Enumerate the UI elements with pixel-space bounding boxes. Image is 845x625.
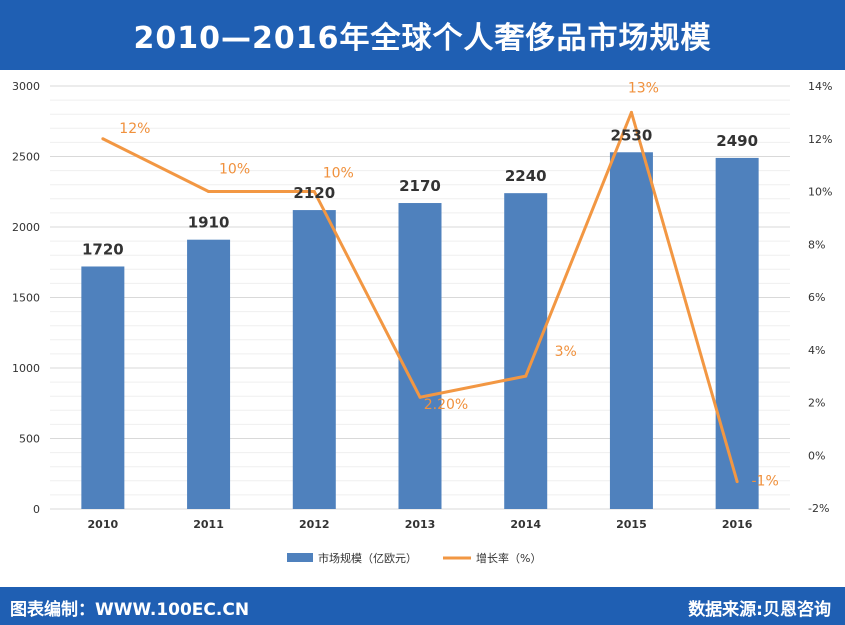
footer-credit: 图表编制：WWW.100EC.CN	[10, 600, 250, 620]
bar	[504, 193, 548, 509]
y-left-tick-label: 2000	[12, 221, 40, 234]
y-left-tick-label: 0	[33, 503, 40, 516]
bar	[609, 152, 653, 509]
y-right-tick-label: 8%	[808, 238, 825, 251]
bar	[398, 203, 442, 509]
y-right-tick-label: -2%	[808, 502, 829, 515]
axis-layer: 0 500 1000 1500 2000 2500 3000 -2% 0% 2% 4% 6% 8% 10%…	[12, 80, 832, 531]
bar-data-label: 2530	[611, 126, 653, 144]
bar	[292, 210, 336, 509]
line-point	[524, 374, 528, 378]
y-left-tick-label: 2500	[12, 151, 40, 164]
line-data-label: 12%	[119, 121, 150, 137]
line-data-label: 13%	[628, 80, 659, 96]
footer: 图表编制：WWW.100EC.CN 数据来源:贝恩咨询	[0, 587, 845, 625]
x-tick-label: 2013	[405, 518, 436, 531]
bar-data-label: 1720	[82, 240, 124, 258]
bar-data-label: 2170	[399, 177, 441, 195]
y-right-tick-label: 12%	[808, 133, 832, 146]
chart-svg: 1720 1910 2120 2170 2240 2530 2490 12% 10% 10% 2.2…	[12, 80, 832, 565]
y-left-tick-label: 1500	[12, 292, 40, 305]
y-left-tick-label: 500	[19, 433, 40, 446]
x-tick-label: 2010	[88, 518, 119, 531]
legend-label-bar: 市场规模（亿欧元）	[318, 551, 417, 565]
line-point	[101, 137, 105, 141]
x-tick-label: 2015	[616, 518, 647, 531]
y-left-tick-label: 1000	[12, 362, 40, 375]
legend-label-line: 增长率（%）	[476, 551, 541, 565]
footer-source: 数据来源:贝恩咨询	[688, 600, 831, 620]
y-right-tick-label: 2%	[808, 397, 825, 410]
line-data-label: 2.20%	[424, 397, 468, 413]
bar-data-label: 2490	[716, 132, 758, 150]
label-layer: 1720 1910 2120 2170 2240 2530 2490 12% 10% 10% 2.2…	[82, 80, 779, 489]
x-tick-label: 2014	[510, 518, 541, 531]
line-point	[735, 480, 739, 484]
legend: 市场规模（亿欧元） 增长率（%）	[287, 551, 541, 565]
line-point	[629, 110, 633, 114]
bar	[715, 157, 759, 509]
line-data-label: 3%	[555, 344, 577, 360]
bar	[187, 239, 231, 509]
y-left-tick-label: 3000	[12, 80, 40, 93]
y-right-tick-label: 10%	[808, 186, 832, 199]
line-point	[207, 190, 211, 193]
y-right-tick-label: 6%	[808, 291, 825, 304]
x-tick-label: 2016	[722, 518, 753, 531]
line-point	[418, 395, 422, 399]
bar	[81, 266, 125, 509]
line-data-label: -1%	[752, 474, 779, 490]
line-layer	[101, 110, 739, 484]
y-right-tick-label: 0%	[808, 449, 825, 462]
bar-layer	[81, 152, 759, 509]
line-data-label: 10%	[323, 166, 354, 182]
y-right-tick-label: 4%	[808, 344, 825, 357]
y-right-tick-label: 14%	[808, 80, 832, 93]
legend-swatch-bar	[287, 553, 313, 562]
bar-data-label: 2120	[293, 184, 335, 202]
bar-data-label: 2240	[505, 167, 547, 185]
bar-data-label: 1910	[188, 214, 230, 232]
chart-header: 2010—2016年全球个人奢侈品市场规模	[0, 0, 845, 70]
line-point	[312, 190, 316, 193]
x-tick-label: 2012	[299, 518, 330, 531]
x-tick-label: 2011	[193, 518, 224, 531]
chart-title: 2010—2016年全球个人奢侈品市场规模	[133, 21, 712, 56]
line-data-label: 10%	[219, 162, 250, 178]
chart-area: 1720 1910 2120 2170 2240 2530 2490 12% 10% 10% 2.2…	[0, 70, 845, 587]
